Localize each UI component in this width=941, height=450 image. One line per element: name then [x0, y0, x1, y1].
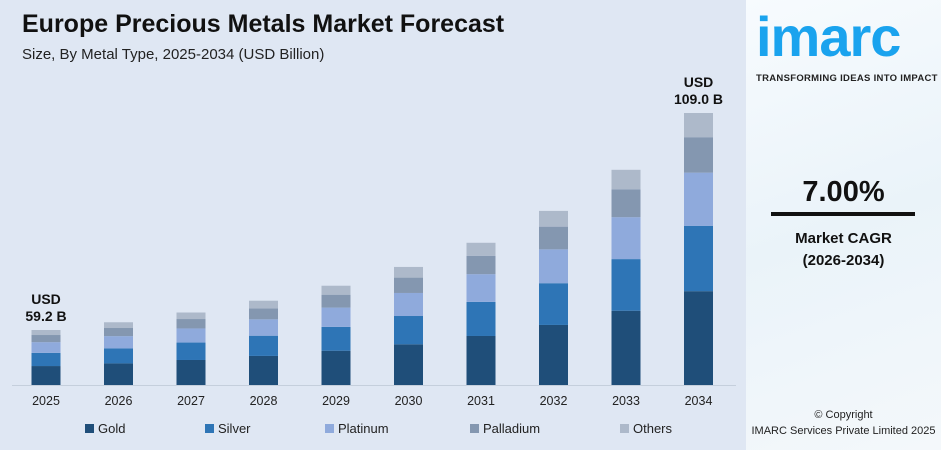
bar-segment-palladium-2028	[249, 308, 278, 320]
divider	[771, 212, 915, 216]
imarc-logo: imarc	[756, 5, 901, 68]
legend-label: Palladium	[483, 421, 541, 436]
bar-segment-silver-2029	[321, 326, 351, 351]
bar-segment-palladium-2030	[394, 277, 423, 293]
cagr-label-text: Market CAGR	[795, 230, 892, 247]
legend-item-others: Others	[620, 421, 672, 436]
x-tick-label: 2033	[612, 394, 640, 408]
bar-segment-palladium-2025	[31, 335, 61, 343]
legend-label: Silver	[218, 421, 251, 436]
cagr-value: 7.00%	[802, 176, 885, 208]
bar-segment-palladium-2031	[466, 255, 496, 275]
x-tick-label: 2028	[250, 394, 278, 408]
bar-segment-palladium-2026	[104, 328, 133, 337]
legend-swatch	[620, 424, 629, 433]
side-panel: imarc TRANSFORMING IDEAS INTO IMPACT 7.0…	[746, 0, 941, 450]
bar-segment-gold-2027	[176, 359, 206, 385]
copyright-text: © Copyright	[814, 409, 873, 421]
value-label-usd: USD	[31, 291, 61, 307]
value-label-usd: USD	[684, 74, 714, 90]
bar-segment-others-2028	[249, 300, 278, 309]
bar-segment-silver-2030	[394, 316, 423, 345]
bar-segment-gold-2030	[394, 344, 423, 385]
x-tick-label: 2034	[685, 394, 713, 408]
legend-item-silver: Silver	[205, 421, 251, 436]
legend-item-platinum: Platinum	[325, 421, 389, 436]
bar-segment-gold-2029	[321, 350, 351, 385]
x-tick-label: 2030	[395, 394, 423, 408]
legend-label: Platinum	[338, 421, 389, 436]
bar-segment-gold-2028	[249, 355, 278, 385]
bar-segment-gold-2031	[466, 335, 496, 385]
legend-item-gold: Gold	[85, 421, 125, 436]
bar-segment-palladium-2033	[611, 189, 641, 218]
bar-segment-silver-2026	[104, 348, 133, 364]
x-tick-label: 2025	[32, 394, 60, 408]
bar-segment-others-2027	[176, 312, 206, 320]
bar-segment-silver-2025	[31, 352, 61, 367]
company-name: IMARC Services Private Limited 2025	[751, 425, 936, 437]
bar-segment-silver-2032	[539, 283, 568, 325]
cagr-period: (2026-2034)	[802, 252, 885, 269]
bar-segment-others-2032	[539, 210, 568, 227]
legend-swatch	[470, 424, 479, 433]
x-tick-label: 2026	[105, 394, 133, 408]
bar-segment-silver-2034	[684, 225, 713, 292]
value-label-amount: 59.2 B	[25, 308, 66, 324]
bar-segment-platinum-2026	[104, 336, 133, 349]
x-tick-label: 2032	[540, 394, 568, 408]
legend-label: Others	[633, 421, 673, 436]
value-label-amount: 109.0 B	[674, 91, 723, 107]
x-tick-label: 2031	[467, 394, 495, 408]
bar-segment-platinum-2030	[394, 292, 423, 317]
bar-segment-platinum-2032	[539, 249, 568, 284]
legend-swatch	[85, 424, 94, 433]
bar-segment-others-2026	[104, 322, 133, 329]
bar-segment-others-2031	[466, 242, 496, 256]
bar-segment-platinum-2029	[321, 307, 351, 327]
bar-segment-gold-2034	[684, 291, 713, 385]
copyright: © Copyright IMARC Services Private Limite…	[746, 407, 941, 439]
bar-segment-palladium-2029	[321, 294, 351, 308]
chart-subtitle: Size, By Metal Type, 2025-2034 (USD Bill…	[22, 46, 325, 63]
bar-segment-platinum-2031	[466, 274, 496, 302]
bar-segment-silver-2031	[466, 301, 496, 336]
legend-swatch	[325, 424, 334, 433]
legend-label: Gold	[98, 421, 126, 436]
x-tick-label: 2027	[177, 394, 205, 408]
bar-segment-platinum-2034	[684, 172, 713, 226]
chart-title: Europe Precious Metals Market Forecast	[22, 10, 505, 38]
bar-segment-palladium-2032	[539, 226, 568, 250]
bar-segment-platinum-2027	[176, 328, 206, 343]
bar-segment-gold-2033	[611, 310, 641, 385]
bar-segment-platinum-2028	[249, 319, 278, 336]
cagr-label: Market CAGR (2026-2034)	[746, 228, 941, 272]
bar-segment-others-2030	[394, 266, 423, 278]
bar-segment-others-2025	[31, 330, 61, 336]
bar-segment-others-2029	[321, 285, 351, 295]
bar-segment-platinum-2025	[31, 342, 61, 353]
bar-segment-silver-2027	[176, 342, 206, 360]
x-tick-label: 2029	[322, 394, 350, 408]
bar-segment-gold-2026	[104, 363, 133, 385]
bar-segment-palladium-2034	[684, 137, 713, 173]
bar-segment-others-2034	[684, 113, 713, 138]
legend-swatch	[205, 424, 214, 433]
bar-segment-silver-2028	[249, 335, 278, 356]
tagline: TRANSFORMING IDEAS INTO IMPACT	[756, 73, 938, 84]
bar-segment-platinum-2033	[611, 217, 641, 260]
bar-segment-gold-2025	[31, 366, 61, 385]
bar-segment-palladium-2027	[176, 319, 206, 329]
bar-segment-others-2033	[611, 169, 641, 190]
legend-item-palladium: Palladium	[470, 421, 540, 436]
bar-segment-gold-2032	[539, 324, 568, 385]
bar-segment-silver-2033	[611, 259, 641, 311]
